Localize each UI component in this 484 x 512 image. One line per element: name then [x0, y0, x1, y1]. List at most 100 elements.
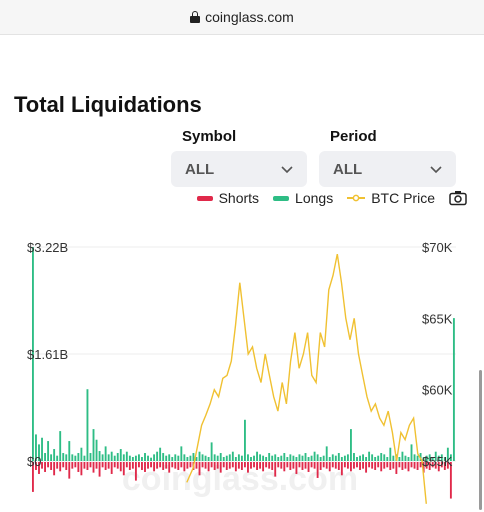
- shorts-bar: [434, 462, 437, 469]
- longs-bar: [359, 455, 361, 461]
- shorts-bar: [292, 462, 295, 469]
- longs-bar: [86, 389, 89, 461]
- shorts-bar: [425, 462, 428, 469]
- period-select[interactable]: ALL: [319, 151, 456, 187]
- shorts-bar: [419, 462, 422, 468]
- longs-bar: [325, 446, 328, 461]
- longs-bar: [183, 454, 186, 461]
- shorts-bar: [256, 462, 258, 470]
- shorts-bar: [431, 462, 434, 468]
- shorts-bar: [134, 462, 137, 481]
- longs-bar: [434, 451, 437, 461]
- longs-bar: [271, 455, 274, 461]
- shorts-bar: [413, 462, 416, 469]
- longs-bar: [410, 444, 413, 461]
- longs-bar: [428, 454, 431, 461]
- lock-icon: [190, 11, 201, 23]
- legend-shorts[interactable]: Shorts: [196, 190, 260, 206]
- legend-longs[interactable]: Longs: [273, 190, 333, 206]
- shorts-bar: [147, 462, 149, 469]
- longs-bar: [256, 451, 258, 461]
- longs-bar: [101, 454, 104, 461]
- longs-bar: [307, 457, 310, 461]
- longs-bar: [407, 457, 410, 461]
- longs-bar: [253, 455, 255, 461]
- longs-bar: [398, 457, 401, 461]
- shorts-bar: [407, 462, 410, 472]
- shorts-bar: [398, 462, 401, 468]
- longs-bar: [240, 455, 243, 461]
- shorts-bar: [32, 462, 34, 492]
- longs-bar: [47, 441, 50, 461]
- longs-bar: [153, 454, 156, 461]
- shorts-bar: [304, 462, 307, 469]
- shorts-bar: [353, 462, 355, 469]
- shorts-bar: [207, 462, 210, 472]
- longs-bar: [177, 455, 180, 461]
- shorts-bar: [316, 462, 319, 478]
- shorts-bar: [295, 462, 298, 474]
- longs-bar: [56, 455, 59, 461]
- longs-bar: [301, 455, 304, 461]
- page-scrollbar[interactable]: [479, 370, 482, 510]
- symbol-select[interactable]: ALL: [171, 151, 307, 187]
- longs-bar: [419, 453, 422, 461]
- shorts-bar: [47, 462, 50, 468]
- shorts-bar: [141, 462, 143, 470]
- liquidation-chart[interactable]: coinglass.com $3.22B $1.61B $0 $70K $65K $60K $…: [0, 230, 484, 512]
- longs-bar: [168, 454, 171, 461]
- longs-bar: [122, 454, 125, 461]
- shorts-bar: [262, 462, 265, 472]
- longs-bar: [150, 457, 152, 461]
- shorts-bar: [392, 462, 395, 469]
- shorts-bar: [92, 462, 95, 473]
- longs-bar: [365, 457, 368, 461]
- shorts-bar: [77, 462, 80, 472]
- shorts-bar: [437, 462, 440, 472]
- longs-bar: [286, 457, 289, 461]
- longs-bar: [298, 454, 301, 461]
- legend-btc-price[interactable]: BTC Price: [347, 190, 435, 206]
- longs-bar: [74, 455, 77, 461]
- shorts-bar: [86, 462, 89, 470]
- longs-bar: [283, 453, 286, 461]
- longs-bar: [131, 457, 134, 461]
- shorts-bar: [35, 462, 37, 470]
- shorts-bar: [328, 462, 331, 472]
- legend-shorts-label: Shorts: [218, 190, 260, 206]
- shorts-bar: [122, 462, 125, 476]
- shorts-bar: [401, 462, 404, 470]
- page-title: Total Liquidations: [14, 92, 202, 117]
- shorts-bar: [195, 462, 198, 469]
- url-display[interactable]: coinglass.com: [190, 9, 294, 25]
- longs-bar: [228, 454, 231, 461]
- shorts-bar: [319, 462, 322, 470]
- longs-bar: [401, 451, 404, 461]
- browser-address-bar[interactable]: coinglass.com: [0, 0, 484, 35]
- longs-bar: [198, 451, 201, 461]
- chevron-down-icon: [430, 166, 442, 174]
- longs-bar: [32, 247, 34, 461]
- shorts-bar: [268, 462, 271, 469]
- longs-bar: [280, 455, 283, 461]
- longs-bar: [380, 453, 383, 461]
- shorts-bar: [50, 462, 53, 470]
- btc-price-swatch: [347, 194, 366, 202]
- longs-bar: [244, 419, 246, 461]
- shorts-bar: [144, 462, 146, 472]
- longs-bar: [50, 454, 53, 461]
- longs-bar: [222, 457, 225, 461]
- longs-bar: [71, 454, 74, 461]
- longs-bar: [98, 451, 101, 461]
- camera-icon[interactable]: [449, 190, 467, 206]
- longs-bar: [259, 454, 262, 461]
- shorts-bar: [337, 462, 340, 470]
- longs-bar: [322, 455, 325, 461]
- longs-bar: [443, 457, 446, 461]
- longs-bar: [377, 455, 380, 461]
- longs-bar: [204, 455, 207, 461]
- longs-bar: [337, 453, 340, 461]
- shorts-bar: [89, 462, 92, 468]
- longs-bar: [277, 457, 280, 461]
- longs-bar: [104, 446, 107, 461]
